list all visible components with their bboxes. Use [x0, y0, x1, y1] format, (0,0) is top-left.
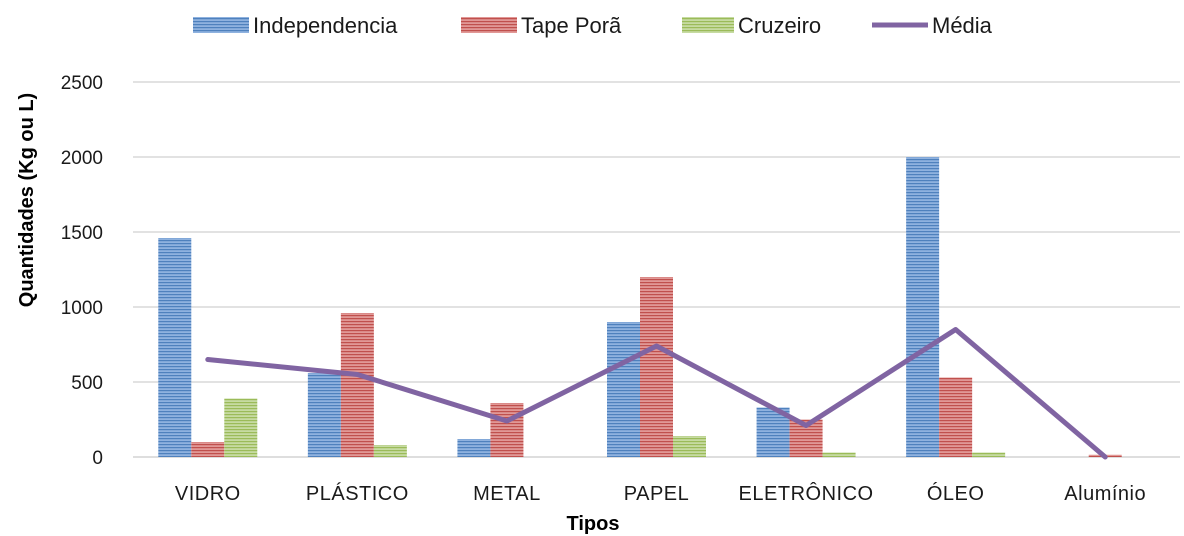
- legend-label: Independencia: [253, 13, 398, 38]
- legend-swatch: [193, 17, 249, 33]
- x-tick-label: ÓLEO: [927, 482, 985, 505]
- bar-0-2: [457, 439, 491, 457]
- y-tick-label: 2000: [61, 148, 103, 169]
- legend-label: Cruzeiro: [738, 13, 821, 38]
- x-tick-label: ELETRÔNICO: [739, 482, 874, 505]
- x-axis-title: Tipos: [567, 513, 620, 535]
- bar-1-5: [939, 377, 973, 457]
- bars: [158, 157, 1122, 457]
- bar-2-1: [373, 445, 407, 457]
- bar-2-4: [822, 452, 856, 457]
- bar-0-1: [307, 373, 341, 457]
- x-tick-label: METAL: [473, 483, 541, 505]
- x-tick-label: VIDRO: [175, 483, 241, 505]
- x-tick-label: Alumínio: [1064, 483, 1146, 505]
- bar-0-5: [906, 157, 940, 457]
- bar-1-0: [191, 442, 225, 457]
- bar-1-2: [490, 403, 524, 457]
- line-media: [205, 327, 1108, 460]
- y-tick-label: 1500: [61, 223, 103, 244]
- media-line: [205, 327, 1108, 460]
- bar-1-3: [640, 277, 673, 457]
- bar-2-3: [673, 436, 706, 457]
- x-tick-label: PAPEL: [624, 483, 690, 505]
- y-tick-label: 500: [71, 373, 103, 394]
- legend-label: Média: [932, 13, 993, 38]
- legend-swatch: [461, 17, 517, 33]
- bar-0-3: [607, 322, 640, 457]
- bar-2-5: [972, 452, 1006, 457]
- y-axis-ticks: 0 500 1000 1500 2000 2500: [61, 73, 103, 469]
- x-tick-label: PLÁSTICO: [306, 482, 409, 505]
- bar-2-0: [224, 398, 258, 457]
- y-tick-label: 1000: [61, 298, 103, 319]
- y-tick-label: 0: [92, 448, 103, 469]
- legend-label: Tape Porã: [521, 13, 622, 38]
- x-axis-ticks: VIDRO PLÁSTICO METAL PAPEL ELETRÔNICO ÓLEO Alu…: [175, 482, 1146, 505]
- y-axis-title: Quantidades (Kg ou L): [16, 93, 38, 307]
- y-tick-label: 2500: [61, 73, 103, 94]
- bar-0-0: [158, 238, 192, 457]
- bar-1-1: [340, 313, 374, 457]
- legend-swatch: [682, 17, 734, 33]
- legend: Independencia Tape Porã Cruzeiro Média: [193, 13, 993, 38]
